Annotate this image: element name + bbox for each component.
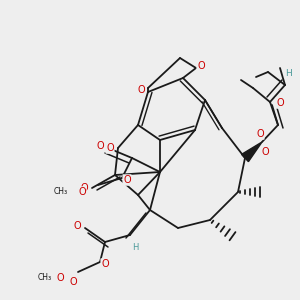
Text: O: O [261, 147, 269, 157]
Text: O: O [256, 129, 264, 139]
Text: O: O [101, 259, 109, 269]
Polygon shape [242, 142, 262, 162]
Text: O: O [78, 187, 86, 197]
Text: O: O [56, 273, 64, 283]
Text: O: O [106, 143, 114, 153]
Text: O: O [69, 277, 77, 287]
Text: O: O [197, 61, 205, 71]
Text: O: O [137, 85, 145, 95]
Text: O: O [73, 221, 81, 231]
Text: CH₃: CH₃ [54, 188, 68, 196]
Text: H: H [285, 68, 291, 77]
Text: H: H [132, 242, 138, 251]
Text: CH₃: CH₃ [38, 274, 52, 283]
Text: O: O [123, 175, 131, 185]
Text: O: O [96, 141, 104, 151]
Text: O: O [276, 98, 284, 108]
Text: O: O [80, 183, 88, 193]
